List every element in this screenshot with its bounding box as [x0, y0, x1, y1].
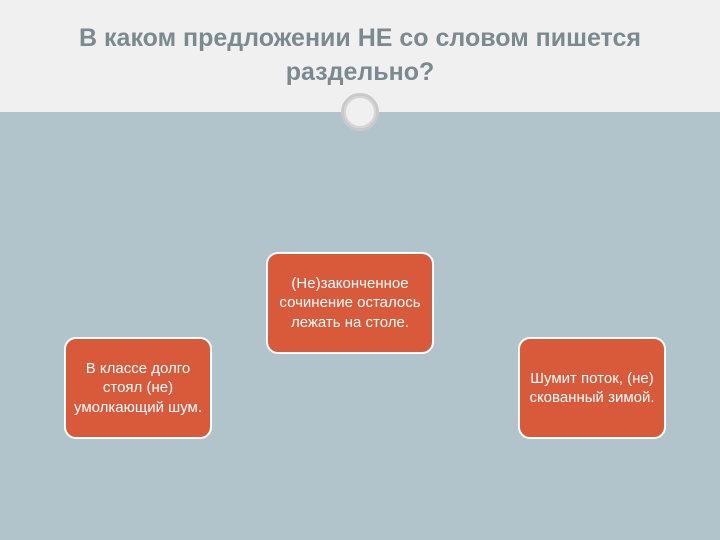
decor-circle-icon — [341, 93, 379, 131]
answer-card-middle[interactable]: (Не)законченное сочинение осталось лежат… — [266, 252, 434, 354]
slide: В каком предложении НЕ со словом пишется… — [0, 0, 720, 540]
body-area: В классе долго стоял (не) умолкающий шум… — [0, 112, 720, 540]
answer-text: (Не)законченное сочинение осталось лежат… — [276, 274, 424, 333]
answer-text: Шумит поток, (не) скованный зимой. — [528, 369, 656, 408]
answer-card-right[interactable]: Шумит поток, (не) скованный зимой. — [518, 337, 666, 439]
question-title: В каком предложении НЕ со словом пишется… — [40, 22, 680, 90]
answer-card-left[interactable]: В классе долго стоял (не) умолкающий шум… — [64, 337, 212, 439]
answer-text: В классе долго стоял (не) умолкающий шум… — [74, 359, 202, 418]
